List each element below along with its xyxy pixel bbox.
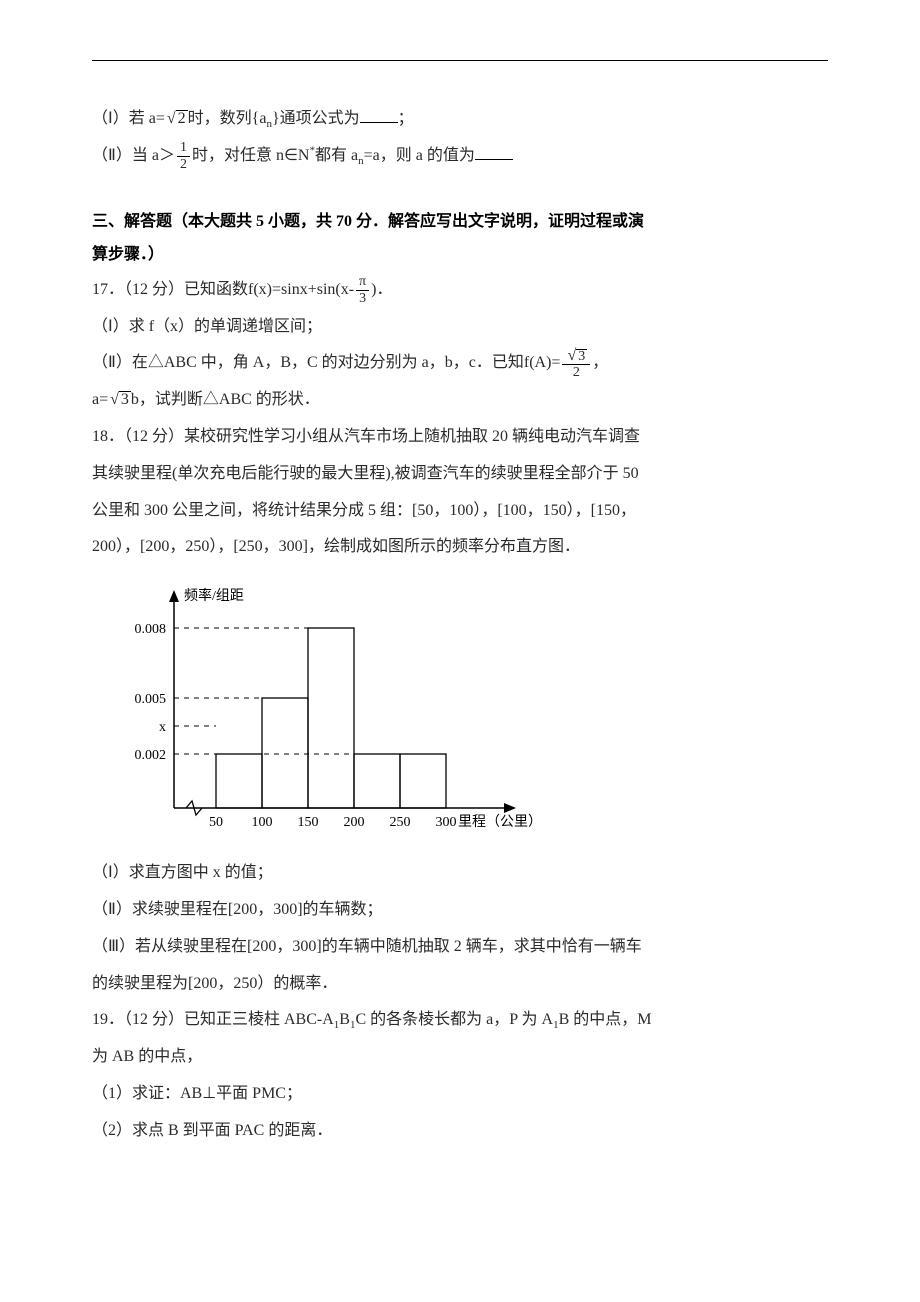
text: ， — [592, 354, 608, 371]
text: （Ⅱ）当 a＞ — [92, 147, 175, 164]
fx-text: f(x)=sinx+sin(x- — [248, 281, 354, 298]
text: a= — [92, 391, 108, 408]
fraction: 12 — [177, 140, 190, 172]
text: b，试判断△ABC 的形状． — [131, 391, 320, 408]
q19-l2: 为 AB 的中点， — [92, 1039, 828, 1076]
sqrt-icon: 3 — [565, 347, 587, 365]
svg-text:0.002: 0.002 — [135, 748, 167, 763]
numerator: 1 — [177, 140, 190, 156]
text: B — [339, 1011, 350, 1028]
text: ． — [376, 281, 392, 298]
text: 时，对任意 n∈N — [192, 147, 310, 164]
fraction: π3 — [356, 274, 369, 306]
svg-text:200: 200 — [344, 815, 365, 830]
q18-p1: （Ⅰ）求直方图中 x 的值； — [92, 855, 828, 892]
q17-p2a: （Ⅱ）在△ABC 中，角 A，B，C 的对边分别为 a，b，c．已知f(A)=3… — [92, 345, 828, 382]
svg-text:100: 100 — [252, 815, 273, 830]
numerator: π — [356, 274, 369, 290]
top-rule — [92, 60, 828, 61]
svg-text:频率/组距: 频率/组距 — [184, 587, 244, 604]
svg-text:300: 300 — [436, 815, 457, 830]
histogram-svg: 频率/组距里程（公里） 0.008 0.005 x 0.002 50 100 150 200 25… — [96, 578, 536, 838]
text: B 的中点，M — [559, 1011, 652, 1028]
text: （Ⅱ）在△ABC 中，角 A，B，C 的对边分别为 a，b，c．已知 — [92, 354, 524, 371]
section-3-title: 三、解答题（本大题共 5 小题，共 70 分．解答应写出文字说明，证明过程或演 … — [92, 205, 828, 272]
q18-p3a: （Ⅲ）若从续驶里程在[200，300]的车辆中随机抽取 2 辆车，求其中恰有一辆… — [92, 929, 828, 966]
svg-text:0.005: 0.005 — [135, 692, 167, 707]
text: 时，数列{a — [188, 110, 267, 127]
text: 都有 a — [315, 147, 358, 164]
q19-l1: 19．（12 分）已知正三棱柱 ABC‑A1B1C 的各条棱长都为 a，P 为 … — [92, 1002, 828, 1039]
q18-p2: （Ⅱ）求续驶里程在[200，300]的车辆数； — [92, 892, 828, 929]
q19-p1: （1）求证：AB⊥平面 PMC； — [92, 1076, 828, 1113]
sqrt-val: 2 — [176, 110, 188, 127]
text: =a，则 a 的值为 — [364, 147, 475, 164]
svg-text:里程（公里）: 里程（公里） — [458, 814, 536, 830]
title-line2: 算步骤．） — [92, 238, 828, 272]
svg-text:250: 250 — [390, 815, 411, 830]
sqrt-icon: 3 — [108, 382, 131, 419]
sqrt-val: 3 — [119, 391, 131, 408]
svg-text:0.008: 0.008 — [135, 622, 167, 637]
fraction: 32 — [562, 347, 590, 381]
q18-l2: 其续驶里程(单次充电后能行驶的最大里程),被调查汽车的续驶里程全部介于 50 — [92, 456, 828, 493]
text: ； — [398, 110, 414, 127]
denominator: 2 — [177, 157, 190, 172]
q18-l3: 公里和 300 公里之间，将统计结果分成 5 组：[50，100），[100，1… — [92, 493, 828, 530]
q18-l1: 18．（12 分）某校研究性学习小组从汽车市场上随机抽取 20 辆纯电动汽车调查 — [92, 419, 828, 456]
text: 17．（12 分）已知函数 — [92, 281, 248, 298]
text: }通项公式为 — [272, 110, 360, 127]
q19-p2: （2）求点 B 到平面 PAC 的距离． — [92, 1113, 828, 1150]
q17-p2b: a= 3b，试判断△ABC 的形状． — [92, 382, 828, 419]
q16-part2: （Ⅱ）当 a＞12时，对任意 n∈N*都有 an=a，则 a 的值为 — [92, 138, 828, 175]
q16-part1: （Ⅰ）若 a=2时，数列{an}通项公式为； — [92, 101, 828, 138]
fA-text: f(A)= — [524, 354, 561, 371]
fill-blank — [475, 144, 513, 160]
title-line1: 三、解答题（本大题共 5 小题，共 70 分．解答应写出文字说明，证明过程或演 — [92, 205, 828, 239]
denominator: 3 — [356, 291, 369, 306]
sqrt-icon: 2 — [165, 101, 188, 138]
q18-p3b: 的续驶里程为[200，250）的概率． — [92, 966, 828, 1003]
fill-blank — [360, 107, 398, 123]
denominator: 2 — [562, 365, 590, 380]
svg-text:50: 50 — [209, 815, 223, 830]
numerator: 3 — [562, 347, 590, 366]
q17-p1: （Ⅰ）求 f（x）的单调递增区间； — [92, 309, 828, 346]
histogram-chart: 频率/组距里程（公里） 0.008 0.005 x 0.002 50 100 150 200 25… — [96, 578, 828, 843]
text: 19．（12 分）已知正三棱柱 ABC‑A — [92, 1011, 334, 1028]
text: C 的各条棱长都为 a，P 为 A — [355, 1011, 553, 1028]
svg-text:x: x — [159, 720, 166, 735]
q18-l4: 200），[200，250），[250，300]，绘制成如图所示的频率分布直方图… — [92, 529, 828, 566]
svg-text:150: 150 — [298, 815, 319, 830]
sqrt-val: 3 — [576, 349, 587, 364]
q17-head: 17．（12 分）已知函数f(x)=sinx+sin(x-π3)． — [92, 272, 828, 309]
text: （Ⅰ）若 a= — [92, 110, 165, 127]
